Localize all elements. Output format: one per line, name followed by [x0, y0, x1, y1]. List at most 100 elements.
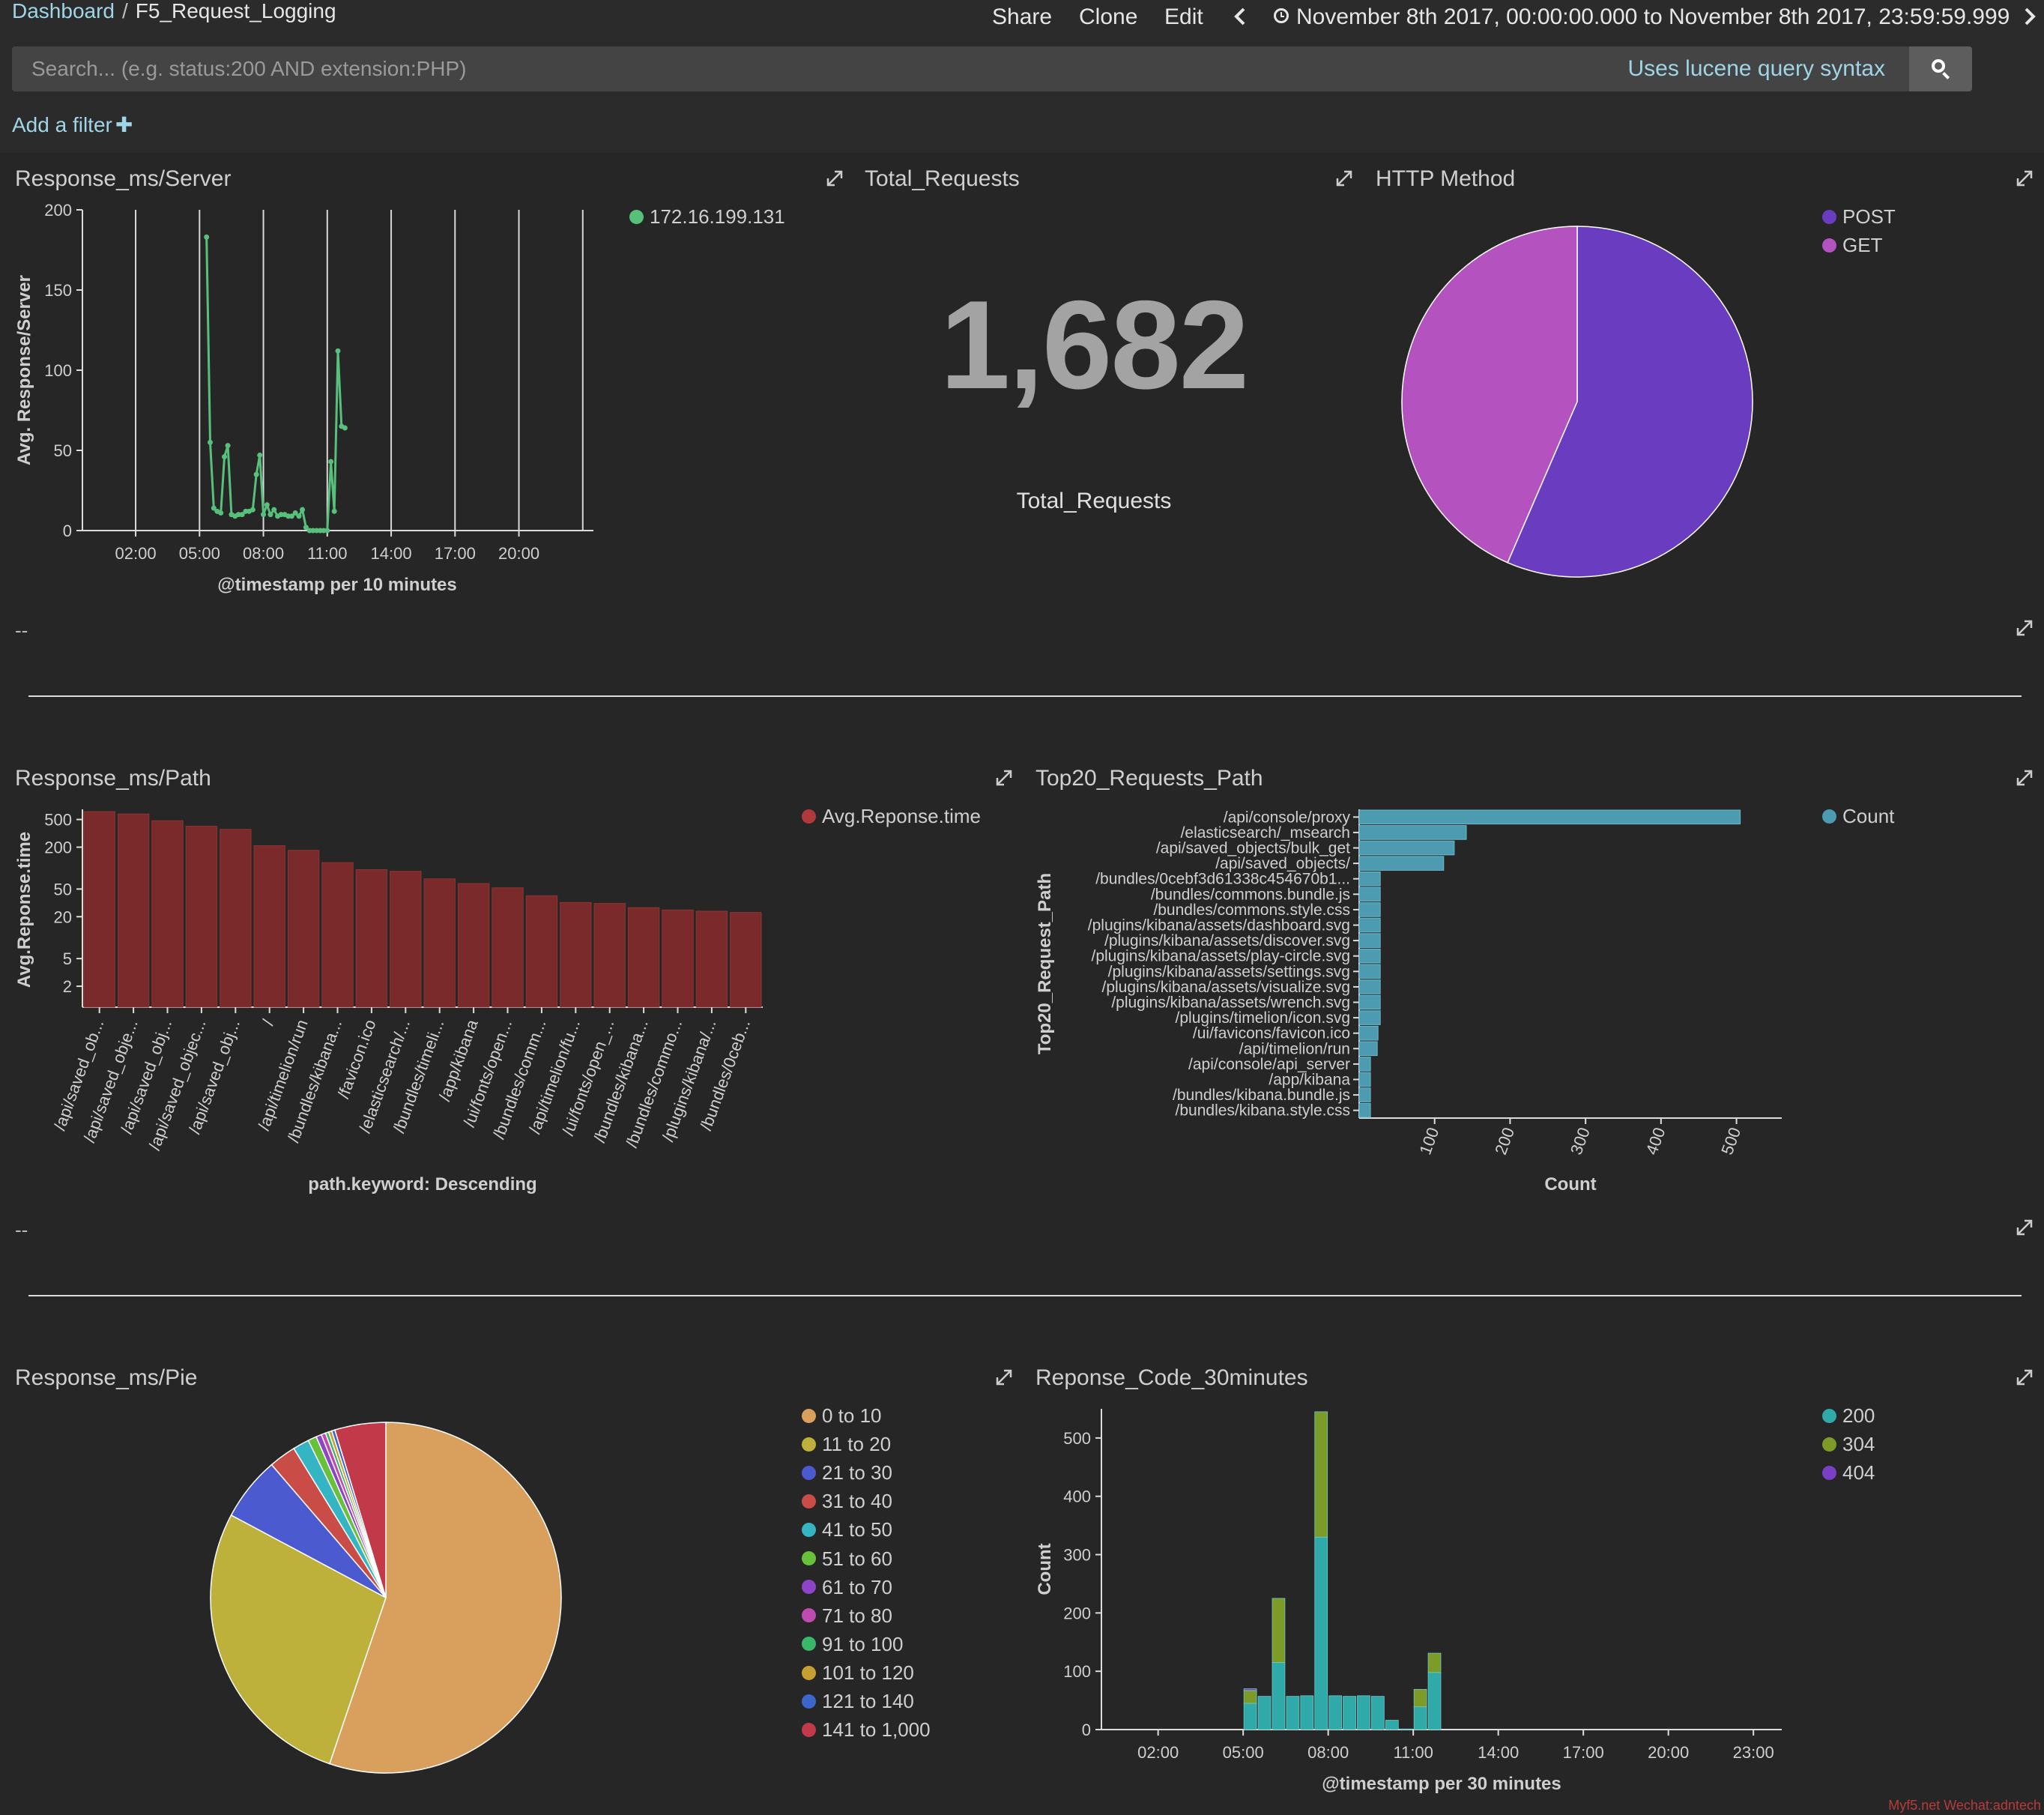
data-point [331, 508, 337, 514]
legend-label: 91 to 100 [822, 1632, 904, 1655]
legend-label: 41 to 50 [822, 1518, 892, 1541]
bar [1358, 948, 1381, 964]
bar [492, 887, 524, 1008]
bar-segment [1257, 1696, 1272, 1730]
legend-label: 141 to 1,000 [822, 1718, 931, 1742]
chevron-right-icon[interactable] [2020, 6, 2038, 27]
search-button[interactable] [1909, 46, 1972, 91]
x-tick-label: 200 [1491, 1125, 1518, 1157]
legend-label: 172.16.199.131 [650, 205, 785, 228]
legend-item[interactable]: 101 to 120 [802, 1661, 914, 1684]
legend-item[interactable]: 404 [1822, 1461, 1875, 1484]
legend-item[interactable]: 71 to 80 [802, 1604, 892, 1627]
x-tick-label: 11:00 [307, 544, 347, 563]
panel-footer: -- [15, 1218, 28, 1241]
share-button[interactable]: Share [992, 4, 1053, 29]
y-tick-label: /api/console/proxy [1224, 809, 1351, 826]
data-point [324, 528, 330, 534]
expand-icon[interactable] [995, 1368, 1013, 1386]
lucene-syntax-link[interactable]: Uses lucene query syntax [1627, 56, 1885, 81]
expand-icon[interactable] [1335, 169, 1353, 187]
panel-title-pie: Response_ms/Pie [15, 1365, 198, 1390]
legend-dot-icon [802, 1608, 816, 1623]
legend-item[interactable]: 0 to 10 [802, 1404, 882, 1427]
legend-label: 304 [1842, 1433, 1875, 1455]
http-method-pie-chart [1401, 226, 1753, 578]
x-tick-label: 08:00 [243, 544, 284, 563]
legend-item-server[interactable]: 172.16.199.131 [629, 205, 785, 228]
expand-icon[interactable] [2016, 619, 2034, 637]
legend-item[interactable]: 11 to 20 [802, 1433, 891, 1455]
legend-item[interactable]: 121 to 140 [802, 1690, 914, 1712]
legend-item[interactable]: 141 to 1,000 [802, 1718, 931, 1741]
search-input[interactable] [12, 46, 1660, 91]
legend-dot-icon [1822, 809, 1836, 824]
legend-label: GET [1842, 234, 1883, 256]
y-tick-label: /elasticsearch/_msearch [1181, 824, 1350, 842]
data-point [288, 513, 294, 519]
clone-button[interactable]: Clone [1079, 4, 1138, 29]
y-tick-label: /app/kibana [1269, 1072, 1350, 1089]
x-tick-label: 20:00 [498, 544, 539, 563]
x-tick-label: 23:00 [1733, 1743, 1774, 1762]
legend-item[interactable]: 61 to 70 [802, 1576, 892, 1598]
y-axis-label: Top20_Request_Path [1035, 873, 1055, 1054]
legend-item[interactable]: 200 [1822, 1404, 1875, 1427]
y-tick-label: 200 [1063, 1604, 1091, 1622]
bar [287, 850, 320, 1008]
expand-icon[interactable] [2016, 169, 2034, 187]
y-tick-label: /plugins/kibana/assets/visualize.svg [1101, 979, 1350, 996]
legend-item[interactable]: 21 to 30 [802, 1461, 892, 1484]
data-point [267, 512, 273, 518]
legend-dot-icon [1822, 1465, 1836, 1480]
response-code-stacked-bar-chart: 0 100 200 300 400 500 02:00 05:00 08:00 11:00 14:0… [1035, 1409, 1782, 1794]
bar [1358, 887, 1381, 902]
legend-dot-icon [802, 1665, 816, 1680]
bar [662, 909, 694, 1008]
legend-item[interactable]: GET [1822, 234, 1882, 256]
query-bar: Uses lucene query syntax [12, 46, 1972, 91]
legend-item[interactable]: 41 to 50 [802, 1518, 892, 1541]
expand-icon[interactable] [826, 169, 844, 187]
time-range-picker[interactable]: November 8th 2017, 00:00:00.000 to Novem… [1274, 3, 2010, 31]
edit-button[interactable]: Edit [1164, 4, 1203, 29]
bar [1358, 979, 1381, 994]
clock-icon [1274, 8, 1289, 24]
bar-segment [1399, 1728, 1413, 1730]
legend-item[interactable]: 91 to 100 [802, 1633, 903, 1655]
legend-item[interactable]: POST [1822, 205, 1896, 228]
legend-item-count[interactable]: Count [1822, 805, 1894, 827]
expand-icon[interactable] [2016, 1368, 2034, 1386]
bar [730, 912, 762, 1008]
legend-item[interactable]: 51 to 60 [802, 1547, 892, 1570]
response-server-line-chart: 0 50 100 150 200 02:00 05:00 08:00 11:00 14:00 17:… [14, 201, 593, 595]
data-point [222, 454, 228, 460]
legend-label: POST [1842, 205, 1896, 228]
breadcrumb-separator: / [121, 0, 128, 22]
add-filter-button[interactable]: Add a filter ✚ [12, 112, 133, 137]
pie-slice [210, 1514, 387, 1765]
bar [1358, 1025, 1379, 1041]
legend-item-path[interactable]: Avg.Reponse.time [802, 805, 981, 827]
legend-item[interactable]: 304 [1822, 1433, 1875, 1455]
bar [355, 869, 388, 1008]
chevron-left-icon[interactable] [1232, 6, 1250, 27]
legend-item[interactable]: 31 to 40 [802, 1490, 892, 1512]
x-tick-label: 05:00 [1223, 1743, 1264, 1762]
y-tick-label: /bundles/kibana.bundle.js [1173, 1087, 1350, 1104]
x-tick-label: 05:00 [179, 544, 220, 563]
data-point [218, 510, 224, 516]
bar [695, 910, 728, 1008]
breadcrumb-dashboard-link[interactable]: Dashboard [12, 0, 115, 22]
x-tick-label: 300 [1567, 1125, 1594, 1157]
panel-title-total: Total_Requests [865, 166, 1020, 191]
data-point [264, 502, 270, 508]
expand-icon[interactable] [2016, 769, 2034, 787]
bar [321, 862, 354, 1008]
expand-icon[interactable] [995, 769, 1013, 787]
legend-label: 121 to 140 [822, 1690, 914, 1712]
legend-dot-icon [1822, 209, 1836, 224]
data-point [296, 513, 302, 519]
bar [1358, 994, 1381, 1010]
expand-icon[interactable] [2016, 1218, 2034, 1236]
